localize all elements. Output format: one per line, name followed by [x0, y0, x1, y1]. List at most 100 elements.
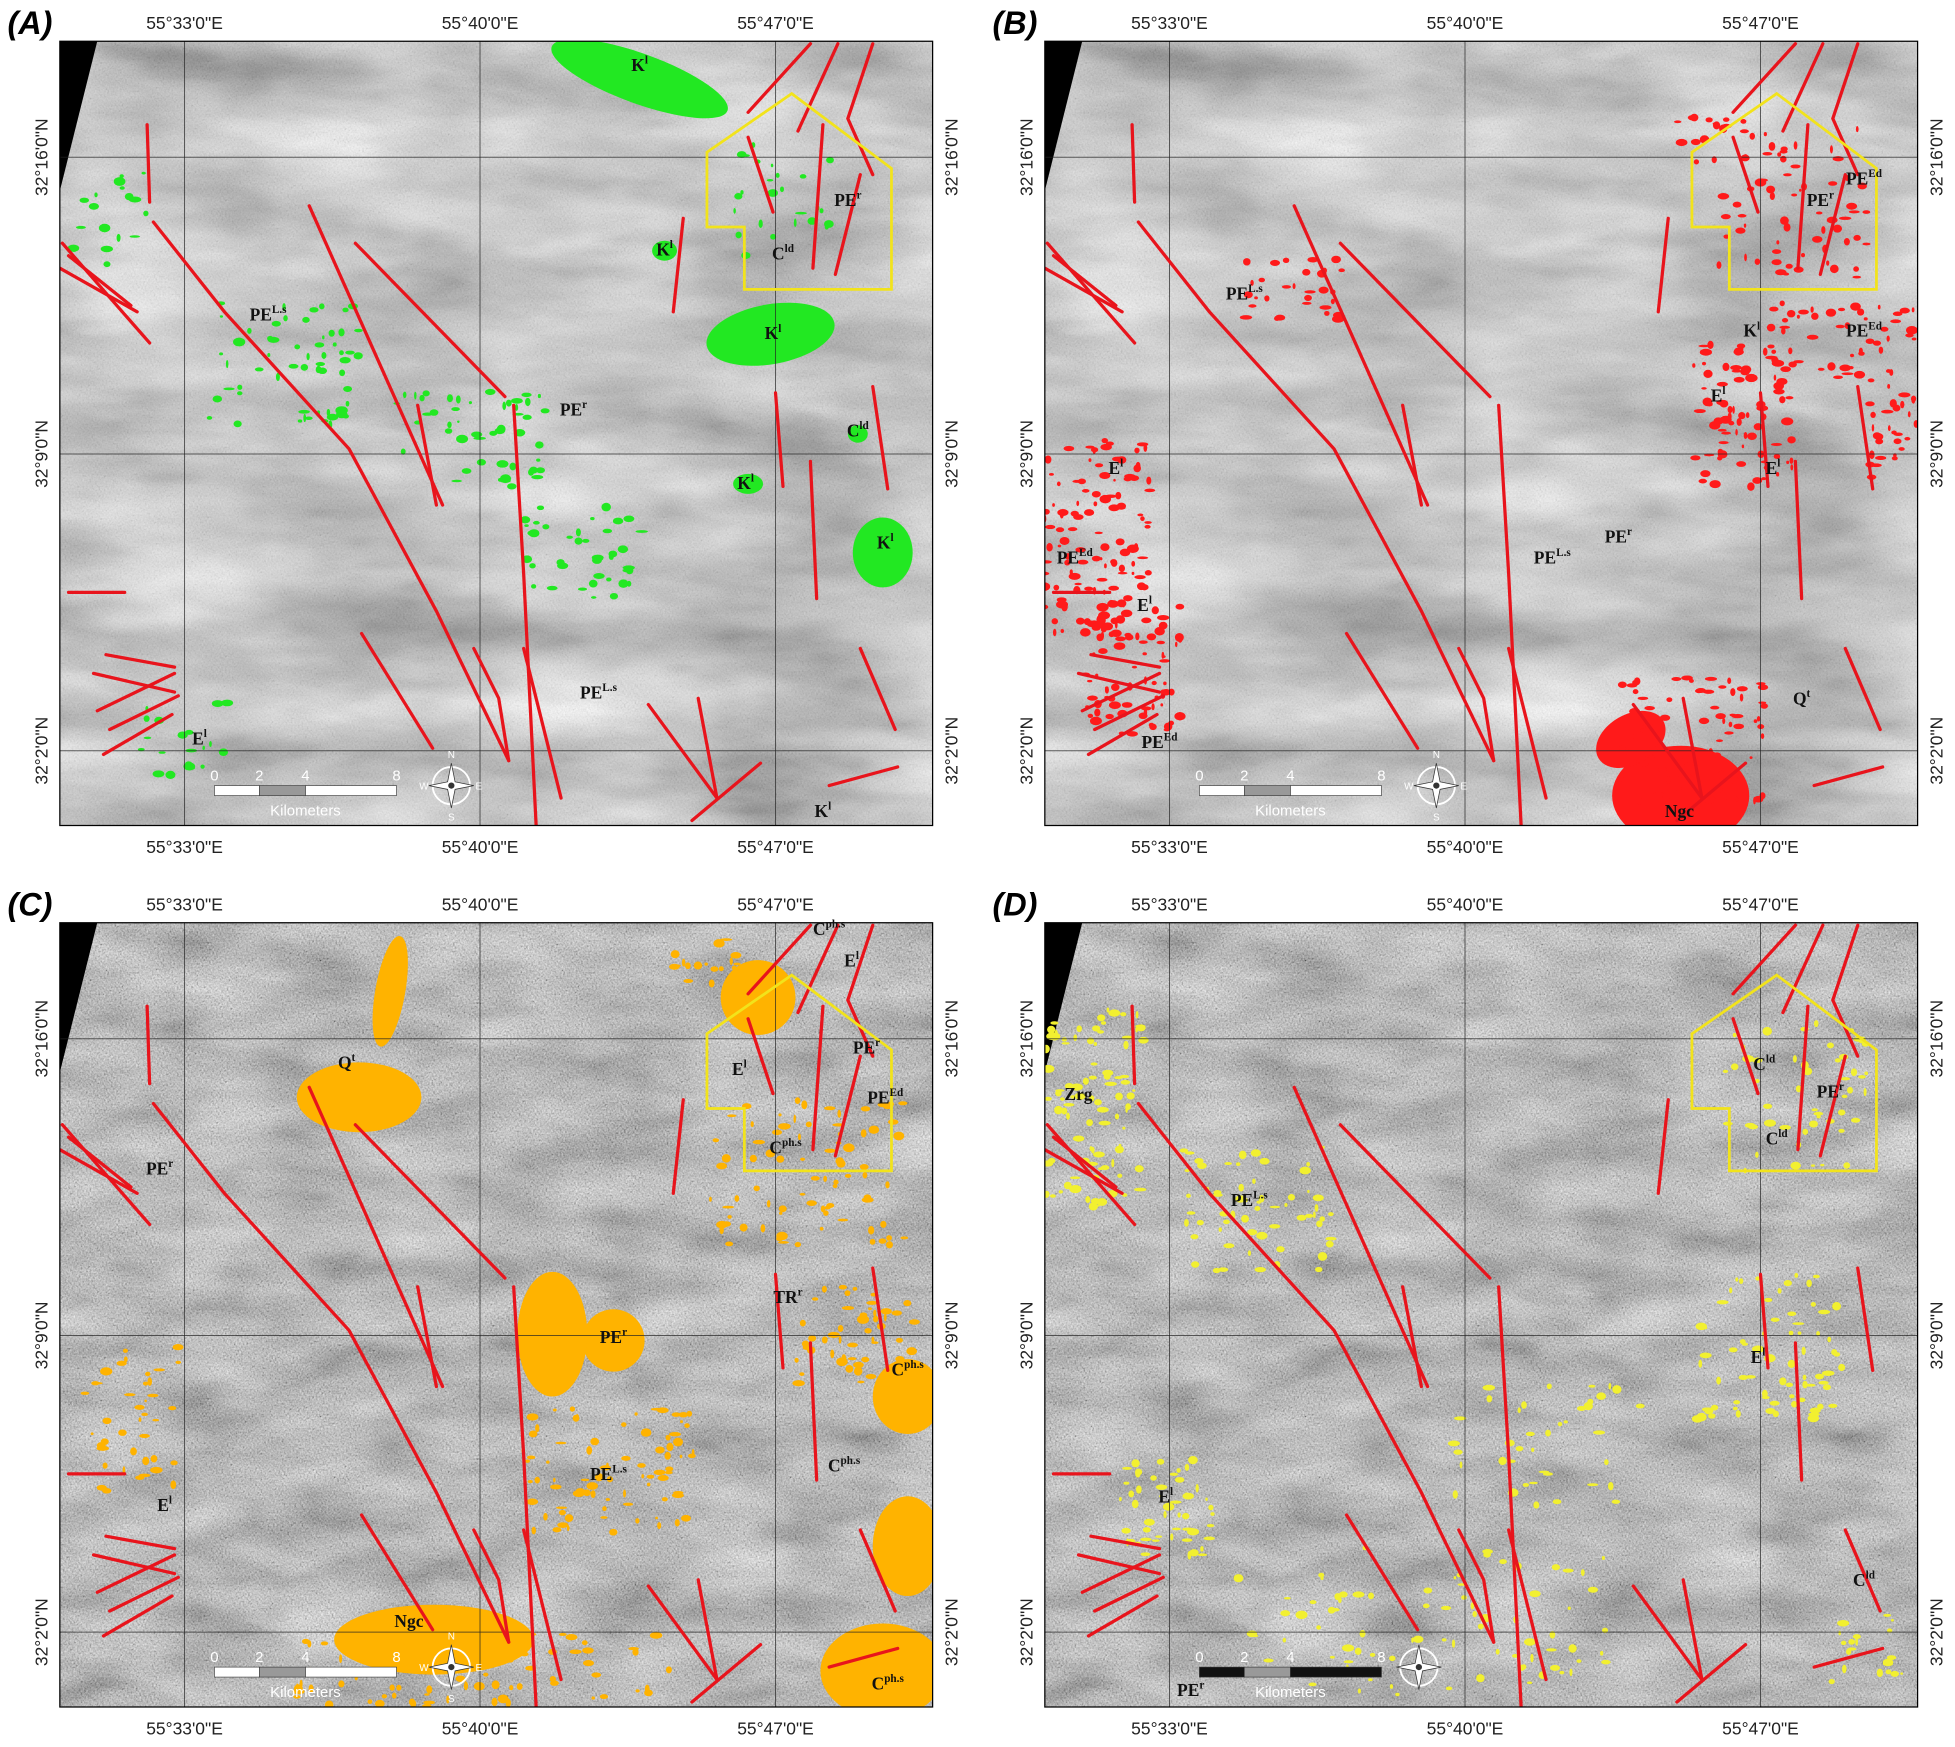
class-speckle — [1235, 1162, 1241, 1167]
class-speckle — [1523, 1638, 1536, 1646]
class-speckle — [674, 1518, 680, 1527]
class-speckle — [1722, 1121, 1733, 1126]
class-speckle — [1617, 681, 1627, 688]
class-speckle — [514, 403, 519, 411]
class-speckle — [691, 1449, 695, 1457]
class-speckle — [1834, 1058, 1842, 1063]
fault-line — [104, 1534, 177, 1551]
class-speckle — [540, 408, 550, 414]
class-speckle — [806, 1200, 817, 1207]
class-speckle — [1907, 411, 1911, 418]
class-speckle — [1111, 683, 1120, 691]
class-speckle — [1867, 378, 1875, 383]
class-speckle — [1900, 1672, 1904, 1675]
class-speckle — [67, 244, 80, 252]
class-speckle — [1044, 1190, 1050, 1198]
class-speckle — [98, 223, 111, 233]
class-speckle — [1698, 344, 1710, 348]
scale-unit: Kilometers — [1255, 1684, 1326, 1701]
class-speckle — [1838, 1630, 1841, 1636]
class-speckle — [1768, 141, 1776, 151]
fault-line — [416, 403, 439, 507]
unit-sup: Ed — [1164, 732, 1178, 744]
class-speckle — [906, 1347, 918, 1356]
class-speckle — [1771, 359, 1785, 367]
class-speckle — [381, 1694, 388, 1699]
class-speckle — [461, 468, 472, 474]
class-speckle — [1769, 192, 1775, 200]
class-speckle — [1075, 617, 1085, 625]
class-speckle — [860, 1106, 871, 1112]
class-speckle — [354, 328, 363, 333]
class-speckle — [552, 1527, 562, 1533]
imagery-texture — [1044, 41, 1918, 826]
class-speckle — [526, 1455, 536, 1460]
fault-line — [1497, 403, 1523, 826]
class-speckle — [1904, 436, 1911, 441]
fault-line — [1292, 1085, 1430, 1389]
fault-line — [512, 1285, 538, 1707]
class-speckle — [1848, 1639, 1856, 1645]
class-speckle — [1318, 286, 1329, 294]
class-speckle — [1103, 1072, 1111, 1080]
class-speckle — [602, 1506, 607, 1512]
class-speckle — [684, 962, 691, 970]
class-speckle — [1177, 712, 1182, 721]
class-speckle — [1131, 665, 1138, 669]
class-speckle — [1091, 1146, 1095, 1154]
class-speckle — [1913, 420, 1918, 428]
class-speckle — [1740, 365, 1752, 374]
class-speckle — [609, 592, 619, 600]
class-speckle — [103, 261, 111, 268]
unit-label: PEr — [600, 1326, 627, 1346]
class-speckle — [868, 1225, 875, 1235]
class-speckle — [1155, 1535, 1163, 1538]
class-speckle — [1135, 1027, 1138, 1033]
class-speckle — [1284, 1203, 1288, 1208]
class-speckle — [885, 1181, 890, 1189]
class-speckle — [1769, 306, 1779, 312]
class-speckle — [1085, 1196, 1091, 1204]
class-speckle — [1316, 1220, 1323, 1228]
class-speckle — [1757, 684, 1769, 691]
compass-letter: E — [475, 1663, 482, 1674]
unit-sup: l — [751, 472, 754, 484]
unit-base: C — [872, 1674, 885, 1694]
class-speckle — [1459, 1461, 1463, 1469]
class-speckle — [1144, 570, 1152, 576]
unit-base: PE — [1142, 732, 1164, 752]
class-speckle — [1357, 1688, 1361, 1694]
fault-line — [353, 241, 507, 399]
class-speckle — [799, 1319, 806, 1327]
class-speckle — [1106, 1007, 1110, 1013]
class-speckle — [811, 1297, 819, 1301]
class-speckle — [1052, 503, 1055, 507]
compass — [1396, 1644, 1442, 1690]
class-speckle — [1817, 367, 1825, 371]
class-speckle — [1839, 364, 1851, 372]
class-speckle — [1352, 1591, 1365, 1598]
class-speckle — [1176, 1468, 1181, 1473]
class-speckle — [1709, 421, 1721, 430]
unit-sup: t — [352, 1052, 356, 1064]
class-speckle — [887, 1119, 899, 1125]
class-speckle — [499, 479, 511, 483]
class-speckle — [122, 1348, 128, 1353]
class-speckle — [1112, 456, 1124, 462]
class-speckle — [1546, 1648, 1557, 1652]
class-speckle — [1259, 1157, 1270, 1165]
class-speckle — [328, 329, 335, 337]
class-speckle — [669, 1431, 682, 1437]
class-speckle — [1551, 1564, 1561, 1571]
unit-base: E — [192, 728, 204, 748]
class-speckle — [150, 1455, 158, 1463]
class-speckle — [1911, 307, 1915, 313]
class-speckle — [524, 524, 529, 528]
class-speckle — [1282, 1637, 1287, 1643]
class-speckle — [1087, 679, 1093, 683]
class-speckle — [1069, 1176, 1081, 1180]
class-speckle — [1846, 202, 1858, 210]
class-speckle — [1086, 1119, 1093, 1127]
fault-line — [1843, 1528, 1882, 1613]
class-speckle — [1715, 713, 1726, 720]
